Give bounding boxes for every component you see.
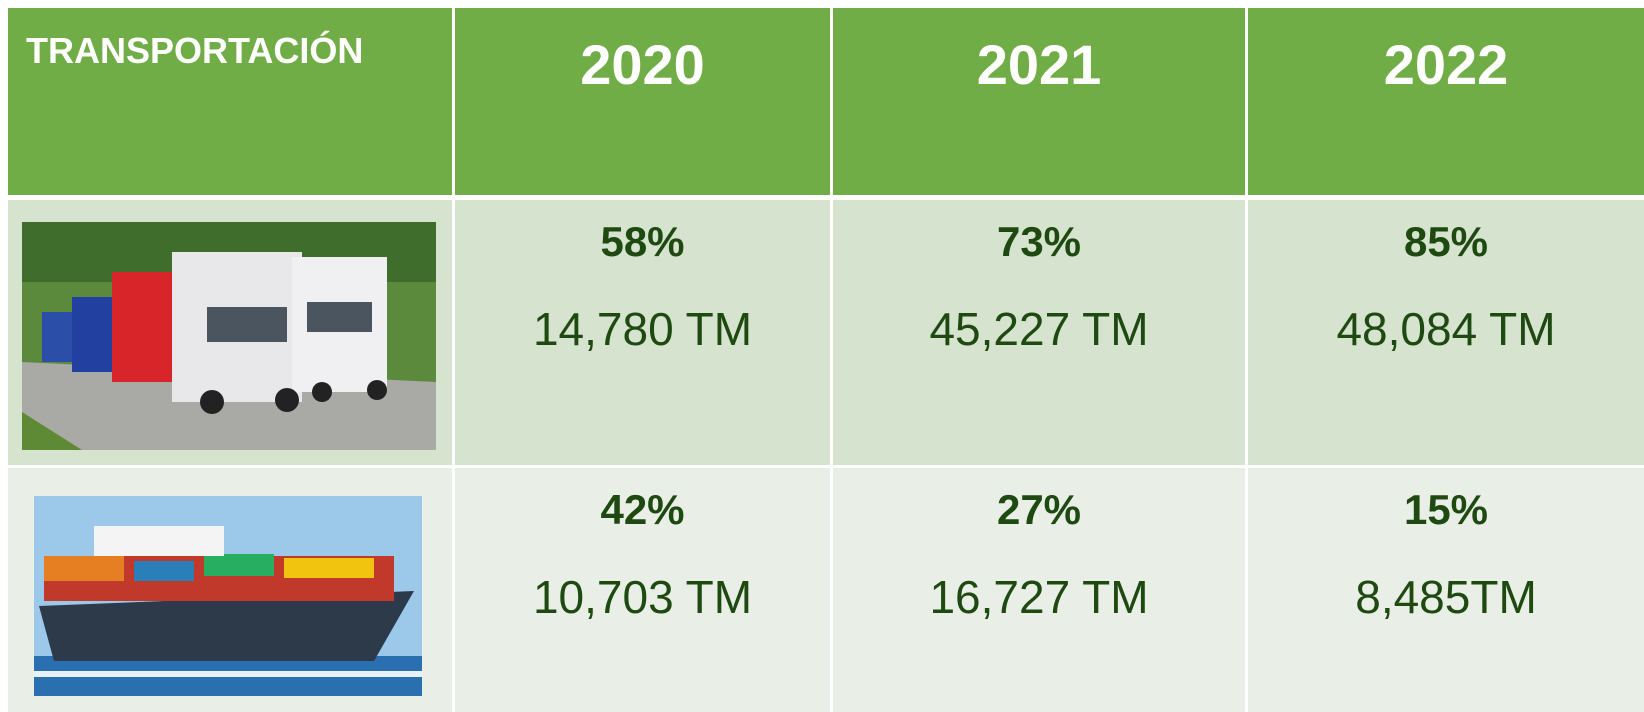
header-year: 2022: [1248, 8, 1644, 195]
image-cell: [8, 468, 452, 712]
data-cell: 73% 45,227 TM: [833, 200, 1245, 465]
percent: 27%: [996, 486, 1082, 533]
percent: 58%: [600, 218, 685, 265]
header-year: 2020: [455, 8, 830, 195]
percent: 73%: [996, 218, 1082, 265]
amount: 14,780 TM: [532, 303, 753, 355]
data-cell: 15% 8,485TM: [1248, 468, 1644, 712]
ship-image: [34, 496, 422, 696]
truck-image: [22, 222, 436, 450]
percent: 42%: [600, 486, 685, 533]
image-cell: [8, 200, 452, 465]
data-cell: 42% 10,703 TM: [455, 468, 830, 712]
data-cell: 58% 14,780 TM: [455, 200, 830, 465]
header-title: TRANSPORTACIÓN: [8, 8, 452, 195]
amount: 48,084 TM: [1336, 303, 1556, 355]
data-cell: 27% 16,727 TM: [833, 468, 1245, 712]
amount: 8,485TM: [1355, 571, 1537, 623]
data-cell: 85% 48,084 TM: [1248, 200, 1644, 465]
header-year: 2021: [833, 8, 1245, 195]
amount: 16,727 TM: [929, 571, 1149, 623]
amount: 10,703 TM: [532, 571, 753, 623]
percent: 85%: [1403, 218, 1489, 265]
percent: 15%: [1403, 486, 1489, 533]
amount: 45,227 TM: [929, 303, 1149, 355]
